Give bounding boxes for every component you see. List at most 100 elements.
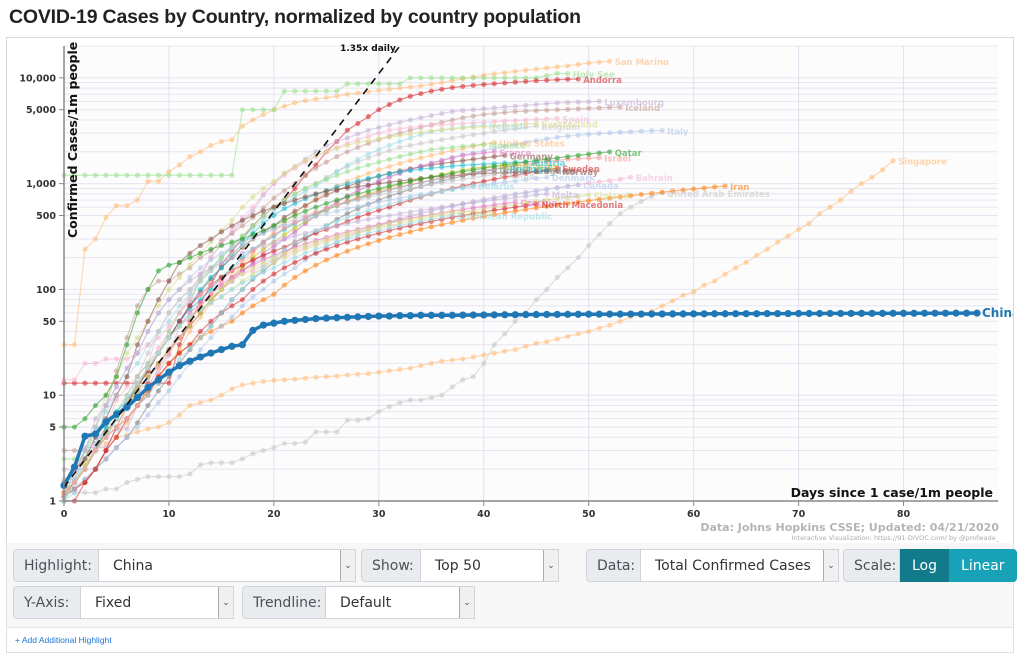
data-point bbox=[439, 214, 445, 220]
data-point bbox=[271, 254, 277, 261]
data-point bbox=[82, 479, 88, 485]
data-point bbox=[355, 214, 361, 220]
data-point bbox=[355, 233, 361, 239]
data-point bbox=[386, 127, 392, 133]
data-point bbox=[869, 174, 875, 180]
data-point bbox=[166, 278, 172, 284]
chevron-down-icon[interactable]: ⌄ bbox=[543, 550, 558, 581]
data-point bbox=[334, 429, 340, 435]
data-point bbox=[176, 318, 183, 324]
data-point bbox=[355, 90, 361, 96]
data-point bbox=[302, 242, 308, 249]
data-point bbox=[386, 134, 392, 140]
data-point bbox=[155, 278, 162, 284]
data-point bbox=[239, 303, 246, 309]
scale-log-button[interactable]: Log bbox=[900, 549, 950, 582]
data-point bbox=[376, 237, 382, 244]
chevron-down-icon[interactable]: ⌄ bbox=[218, 587, 233, 618]
series-label: Qatar bbox=[615, 149, 643, 159]
data-point bbox=[81, 432, 89, 440]
data-point bbox=[617, 211, 623, 217]
data-point bbox=[470, 75, 476, 81]
data-point bbox=[271, 444, 277, 451]
data-point bbox=[334, 197, 340, 203]
data-point bbox=[113, 373, 120, 380]
data-point bbox=[313, 149, 319, 155]
highlight-select[interactable]: China ⌄ bbox=[99, 549, 356, 582]
series-china bbox=[60, 309, 981, 490]
data-point bbox=[439, 164, 445, 170]
data-point bbox=[302, 208, 308, 214]
data-point bbox=[512, 194, 518, 201]
data-point bbox=[250, 257, 256, 263]
show-value: Top 50 bbox=[435, 557, 481, 574]
data-point bbox=[596, 130, 602, 137]
data-point bbox=[175, 362, 184, 370]
chevron-down-icon[interactable]: ⌄ bbox=[340, 550, 355, 581]
data-point bbox=[250, 303, 256, 309]
data-point bbox=[533, 201, 539, 207]
chevron-down-icon[interactable]: ⌄ bbox=[459, 587, 474, 618]
data-point bbox=[407, 185, 413, 192]
data-point bbox=[397, 231, 403, 238]
data-point bbox=[113, 356, 120, 362]
data-point bbox=[406, 312, 414, 320]
scale-label: Scale: bbox=[843, 549, 900, 582]
data-point bbox=[628, 204, 634, 210]
yaxis-select[interactable]: Fixed ⌄ bbox=[81, 586, 234, 619]
data-point bbox=[145, 172, 151, 178]
data-point bbox=[281, 217, 287, 223]
data-point bbox=[397, 138, 403, 145]
data-point bbox=[124, 350, 130, 356]
data-point bbox=[523, 67, 529, 73]
data-point bbox=[596, 155, 602, 161]
data-point bbox=[187, 297, 193, 303]
data-point bbox=[491, 211, 497, 218]
chart-container: 1.35x daily Singapore United Arab Emirate… bbox=[6, 37, 1014, 545]
show-group: Show: Top 50 ⌄ bbox=[361, 549, 559, 582]
data-point bbox=[323, 211, 329, 217]
data-select[interactable]: Total Confirmed Cases ⌄ bbox=[641, 549, 839, 582]
data-point bbox=[386, 234, 392, 241]
data-point bbox=[71, 447, 78, 454]
data-point bbox=[397, 181, 403, 187]
add-highlight-link[interactable]: + Add Additional Highlight bbox=[15, 635, 112, 645]
data-point bbox=[355, 139, 361, 146]
data-point bbox=[575, 331, 581, 337]
data-point bbox=[291, 316, 299, 324]
data-point bbox=[92, 360, 99, 366]
data-point bbox=[155, 303, 162, 309]
show-select[interactable]: Top 50 ⌄ bbox=[421, 549, 559, 582]
data-point bbox=[208, 460, 214, 466]
data-point bbox=[554, 115, 560, 121]
data-point bbox=[271, 259, 277, 266]
data-point bbox=[523, 206, 529, 213]
data-point bbox=[544, 73, 550, 79]
data-point bbox=[407, 216, 413, 222]
data-point bbox=[187, 250, 193, 256]
data-point bbox=[239, 123, 246, 129]
data-point bbox=[313, 213, 319, 220]
scale-linear-button[interactable]: Linear bbox=[949, 549, 1017, 582]
data-point bbox=[155, 310, 162, 316]
data-point bbox=[281, 259, 287, 266]
data-point bbox=[155, 268, 162, 274]
data-point bbox=[449, 159, 455, 165]
data-point bbox=[533, 120, 539, 127]
data-point bbox=[334, 202, 340, 208]
data-point bbox=[271, 195, 277, 201]
data-point bbox=[92, 380, 99, 386]
trendline-select[interactable]: Default ⌄ bbox=[326, 586, 475, 619]
data-point bbox=[292, 265, 298, 271]
data-point bbox=[208, 282, 214, 288]
data-point bbox=[439, 145, 445, 152]
data-point bbox=[439, 189, 445, 195]
y-tick-label: 5 bbox=[49, 423, 56, 434]
data-point bbox=[418, 140, 424, 147]
data-point bbox=[239, 223, 246, 229]
data-point bbox=[376, 181, 382, 187]
data-point bbox=[166, 297, 172, 303]
chevron-down-icon[interactable]: ⌄ bbox=[823, 550, 838, 581]
data-point bbox=[701, 282, 707, 288]
data-point bbox=[239, 297, 246, 303]
